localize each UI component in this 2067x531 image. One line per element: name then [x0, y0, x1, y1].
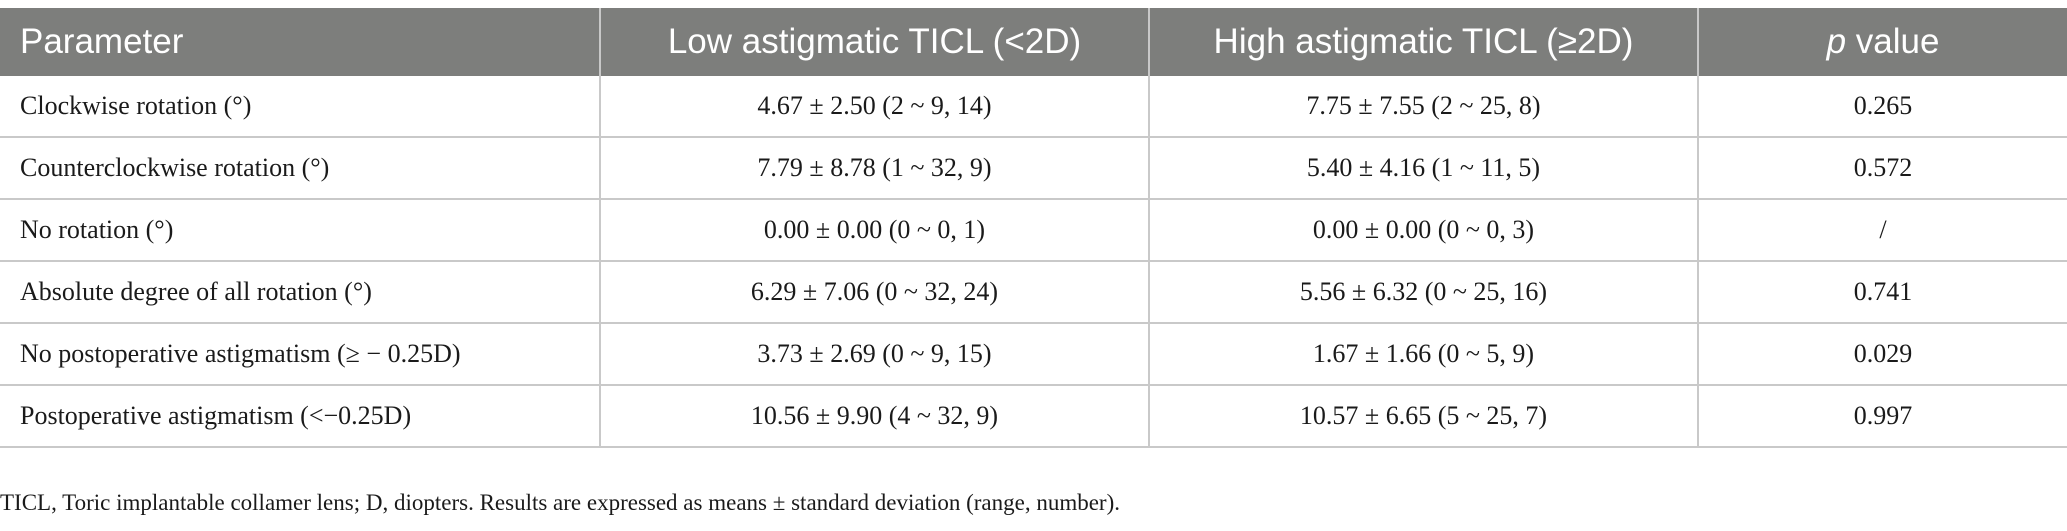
results-table-container: Parameter Low astigmatic TICL (<2D) High…: [0, 8, 2067, 448]
results-table: Parameter Low astigmatic TICL (<2D) High…: [0, 8, 2067, 448]
table-row: Absolute degree of all rotation (°) 6.29…: [0, 261, 2067, 324]
header-p-letter: p: [1826, 22, 1847, 61]
header-high-astigmatic: High astigmatic TICL (≥2D): [1149, 8, 1699, 76]
cell-parameter: No postoperative astigmatism (≥ − 0.25D): [0, 323, 601, 386]
header-value-word: value: [1846, 22, 1940, 61]
cell-p: /: [1698, 199, 2067, 262]
cell-parameter: No rotation (°): [0, 199, 601, 262]
table-body: Clockwise rotation (°) 4.67 ± 2.50 (2 ~ …: [0, 76, 2067, 448]
table-row: No postoperative astigmatism (≥ − 0.25D)…: [0, 323, 2067, 386]
header-low-astigmatic: Low astigmatic TICL (<2D): [600, 8, 1150, 76]
cell-high: 7.75 ± 7.55 (2 ~ 25, 8): [1149, 76, 1699, 138]
header-row: Parameter Low astigmatic TICL (<2D) High…: [0, 8, 2067, 76]
table-row: Postoperative astigmatism (<−0.25D) 10.5…: [0, 385, 2067, 448]
cell-high: 5.40 ± 4.16 (1 ~ 11, 5): [1149, 137, 1699, 200]
table-header: Parameter Low astigmatic TICL (<2D) High…: [0, 8, 2067, 76]
cell-low: 6.29 ± 7.06 (0 ~ 32, 24): [600, 261, 1150, 324]
cell-high: 1.67 ± 1.66 (0 ~ 5, 9): [1149, 323, 1699, 386]
cell-high: 10.57 ± 6.65 (5 ~ 25, 7): [1149, 385, 1699, 448]
cell-low: 7.79 ± 8.78 (1 ~ 32, 9): [600, 137, 1150, 200]
cell-high: 0.00 ± 0.00 (0 ~ 0, 3): [1149, 199, 1699, 262]
cell-p: 0.572: [1698, 137, 2067, 200]
cell-parameter: Counterclockwise rotation (°): [0, 137, 601, 200]
cell-p: 0.741: [1698, 261, 2067, 324]
cell-p: 0.029: [1698, 323, 2067, 386]
cell-low: 10.56 ± 9.90 (4 ~ 32, 9): [600, 385, 1150, 448]
cell-parameter: Absolute degree of all rotation (°): [0, 261, 601, 324]
header-p-value: p value: [1698, 8, 2067, 76]
table-row: Counterclockwise rotation (°) 7.79 ± 8.7…: [0, 137, 2067, 200]
cell-p: 0.997: [1698, 385, 2067, 448]
cell-parameter: Postoperative astigmatism (<−0.25D): [0, 385, 601, 448]
cell-p: 0.265: [1698, 76, 2067, 138]
header-parameter: Parameter: [0, 8, 601, 76]
table-footnote: TICL, Toric implantable collamer lens; D…: [0, 490, 1121, 515]
table-row: No rotation (°) 0.00 ± 0.00 (0 ~ 0, 1) 0…: [0, 199, 2067, 262]
cell-low: 0.00 ± 0.00 (0 ~ 0, 1): [600, 199, 1150, 262]
cell-low: 4.67 ± 2.50 (2 ~ 9, 14): [600, 76, 1150, 138]
cell-high: 5.56 ± 6.32 (0 ~ 25, 16): [1149, 261, 1699, 324]
cell-parameter: Clockwise rotation (°): [0, 76, 601, 138]
table-row: Clockwise rotation (°) 4.67 ± 2.50 (2 ~ …: [0, 76, 2067, 138]
cell-low: 3.73 ± 2.69 (0 ~ 9, 15): [600, 323, 1150, 386]
